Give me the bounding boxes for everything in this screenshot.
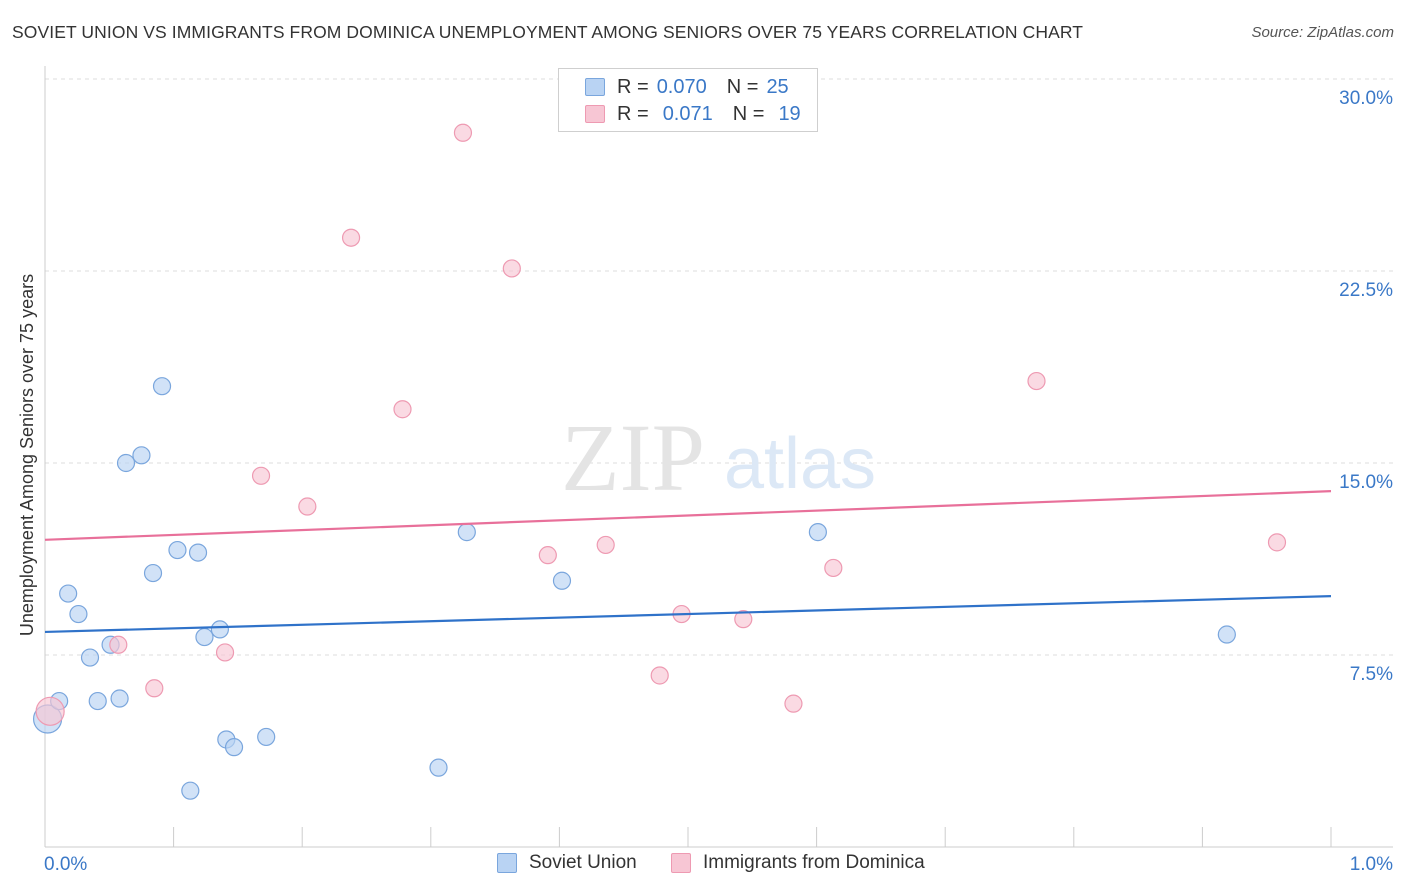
data-point-soviet-union (110, 689, 129, 708)
chart-title: SOVIET UNION VS IMMIGRANTS FROM DOMINICA… (12, 22, 1084, 42)
data-point-soviet-union (88, 691, 107, 711)
data-point-soviet-union (457, 523, 476, 542)
data-point-soviet-union (195, 627, 214, 647)
legend-swatch-blue (585, 78, 605, 96)
y-axis-label: Unemployment Among Seniors over 75 years (17, 274, 37, 636)
data-point-dominica (393, 400, 412, 419)
legend-r-label: R = (617, 75, 649, 98)
watermark: ZIP atlas (561, 404, 876, 511)
data-point-soviet-union (552, 571, 572, 590)
data-point-dominica (251, 466, 271, 485)
legend-r-value: 0.070 (656, 75, 707, 98)
data-point-soviet-union (181, 781, 200, 800)
data-point-dominica (35, 696, 65, 726)
series-label-soviet-union: Soviet Union (529, 852, 637, 873)
data-point-dominica (215, 643, 235, 662)
data-point-dominica (341, 228, 361, 247)
series-label-dominica: Immigrants from Dominica (703, 852, 925, 873)
legend-r-value: 0.071 (662, 102, 713, 125)
x-tick-label-min: 0.0% (44, 854, 87, 875)
data-point-soviet-union (429, 758, 448, 777)
data-point-dominica (596, 535, 615, 555)
trend-line-dominica (44, 490, 1332, 541)
data-point-soviet-union (168, 540, 187, 560)
axes (44, 66, 1393, 848)
legend-n-value: 25 (766, 75, 789, 98)
data-points (32, 123, 1287, 800)
watermark-zip: ZIP (561, 404, 705, 511)
data-point-dominica (145, 679, 164, 698)
legend-n-label: N = (732, 102, 765, 125)
y-tick-label: 15.0% (1339, 472, 1393, 493)
data-point-dominica (502, 259, 521, 278)
x-tick-label-max: 1.0% (1350, 854, 1393, 875)
chart-source: Source: ZipAtlas.com (1251, 24, 1394, 41)
data-point-dominica (734, 610, 753, 629)
y-tick-label: 7.5% (1350, 664, 1393, 685)
data-point-soviet-union (69, 604, 88, 624)
data-point-dominica (109, 635, 128, 654)
data-point-dominica (650, 666, 669, 685)
correlation-legend: R = 0.070 N = 25 R = 0.071 N = 19 (558, 68, 818, 132)
legend-r-label: R = (617, 102, 649, 125)
data-point-soviet-union (1217, 625, 1236, 644)
data-point-soviet-union (210, 620, 229, 639)
legend-n-label: N = (726, 75, 759, 98)
data-point-soviet-union (116, 453, 136, 473)
data-point-soviet-union (59, 584, 78, 603)
data-point-dominica (453, 123, 473, 142)
series-swatch-pink (671, 853, 691, 873)
data-point-soviet-union (80, 648, 100, 667)
series-legend-soviet-union: Soviet Union (497, 852, 637, 874)
y-tick-label: 22.5% (1339, 280, 1393, 301)
data-point-soviet-union (132, 446, 151, 465)
data-point-dominica (784, 694, 803, 713)
series-legend: Soviet Union Immigrants from Dominica (0, 852, 1406, 876)
legend-swatch-pink (585, 105, 605, 123)
data-point-soviet-union (188, 543, 208, 562)
data-point-soviet-union (257, 727, 276, 747)
watermark-atlas: atlas (724, 424, 876, 504)
trend-line-soviet-union (44, 595, 1332, 634)
data-point-dominica (824, 558, 843, 578)
data-point-dominica (1027, 371, 1046, 391)
data-point-soviet-union (152, 377, 172, 396)
trend-lines (44, 490, 1332, 634)
data-point-dominica (538, 546, 557, 565)
series-legend-dominica: Immigrants from Dominica (671, 852, 925, 874)
tick-labels: 7.5% 15.0% 22.5% 30.0% 0.0% 1.0% (44, 88, 1393, 875)
series-swatch-blue (497, 853, 517, 873)
legend-row-dominica: R = 0.071 N = 19 (585, 102, 801, 126)
gridlines (45, 78, 1393, 656)
y-tick-label: 30.0% (1339, 88, 1393, 109)
data-point-dominica (1267, 533, 1287, 552)
data-point-soviet-union (143, 563, 163, 583)
legend-n-value: 19 (778, 102, 801, 125)
data-point-dominica (298, 497, 317, 516)
data-point-soviet-union (224, 738, 244, 757)
legend-row-soviet-union: R = 0.070 N = 25 (585, 75, 789, 99)
data-point-soviet-union (808, 523, 827, 542)
